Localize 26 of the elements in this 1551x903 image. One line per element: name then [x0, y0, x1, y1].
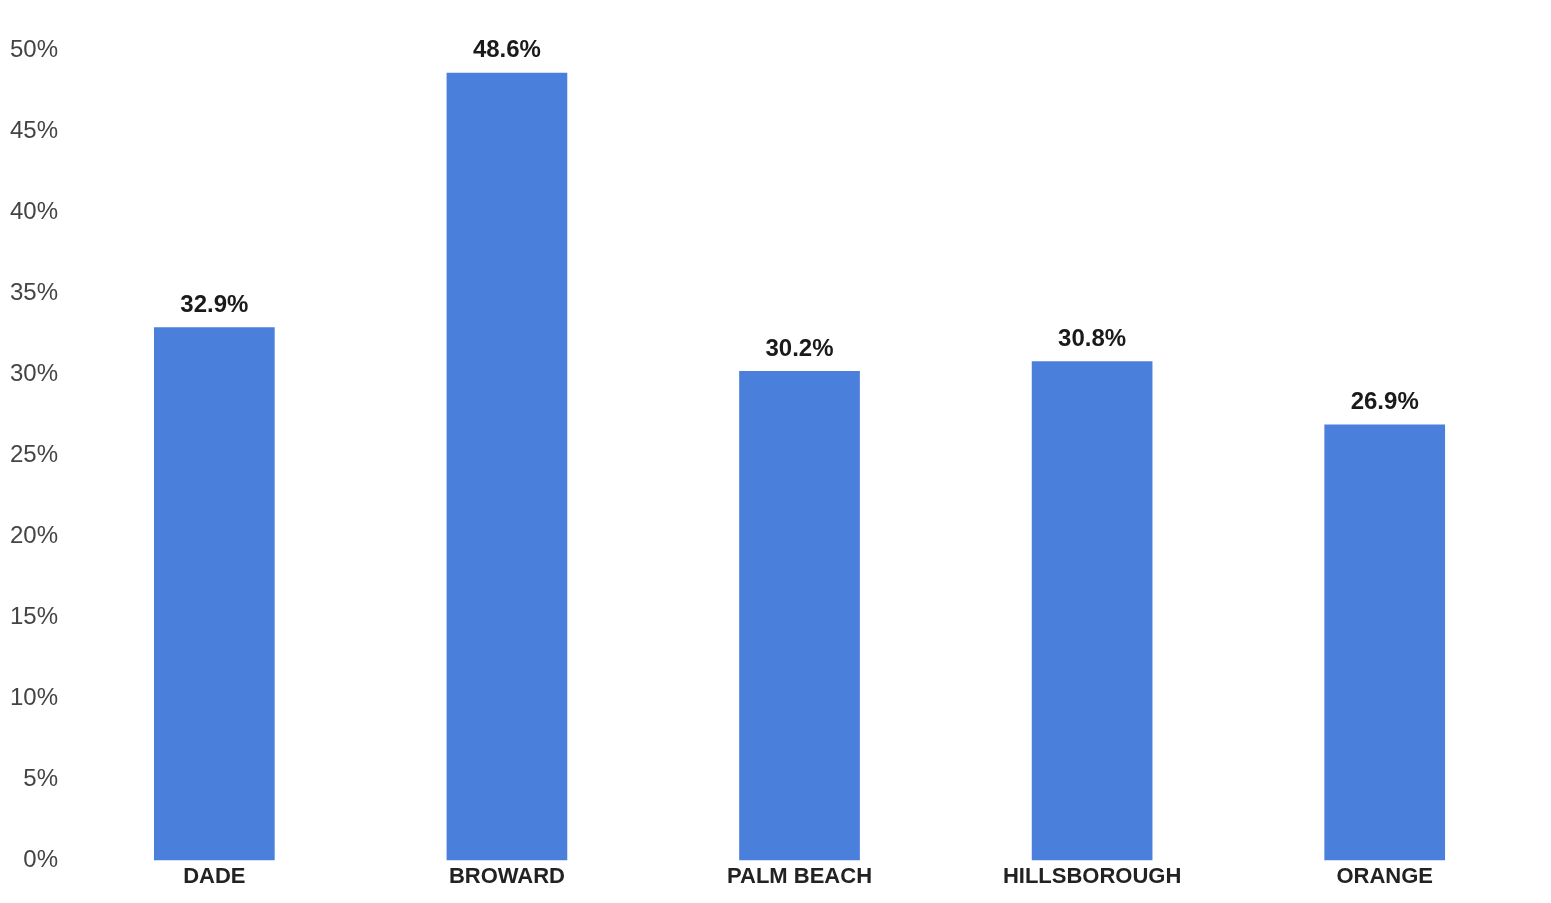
data-label: 30.8% — [1058, 323, 1127, 351]
y-tick-label: 45% — [9, 115, 59, 143]
bar — [1324, 424, 1446, 861]
x-tick-label: DADE — [183, 862, 246, 888]
x-tick-label: PALM BEACH — [727, 862, 873, 888]
bar — [446, 72, 568, 861]
data-label: 32.9% — [180, 289, 249, 317]
bar — [739, 371, 860, 861]
x-tick-label: BROWARD — [448, 862, 565, 888]
y-tick-label: 35% — [9, 277, 59, 305]
y-tick-label: 0% — [23, 845, 59, 873]
y-tick-label: 15% — [9, 602, 59, 630]
data-label: 26.9% — [1350, 387, 1419, 415]
bar — [1031, 361, 1153, 861]
y-tick-label: 30% — [9, 358, 59, 386]
y-tick-label: 20% — [9, 520, 59, 548]
y-tick-label: 50% — [9, 34, 59, 62]
x-tick-label: ORANGE — [1336, 862, 1433, 888]
data-label: 30.2% — [765, 333, 834, 361]
y-tick-label: 5% — [23, 764, 59, 792]
y-tick-label: 25% — [9, 439, 59, 467]
bar — [153, 327, 275, 861]
data-label: 48.6% — [472, 35, 541, 63]
x-tick-label: HILLSBOROUGH — [1002, 862, 1182, 888]
y-tick-label: 40% — [9, 196, 59, 224]
y-tick-label: 10% — [9, 683, 59, 711]
